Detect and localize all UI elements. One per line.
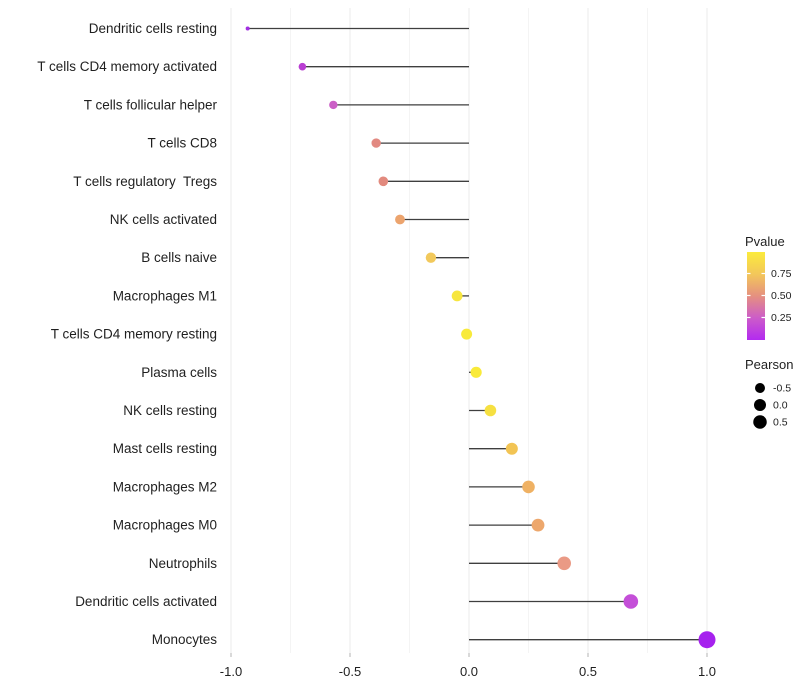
legend-size-dot: [755, 383, 765, 393]
data-point: [522, 480, 535, 494]
data-point: [461, 328, 473, 340]
data-point: [329, 100, 338, 110]
y-axis-label: Neutrophils: [149, 556, 218, 571]
y-axis-label: T cells CD8: [147, 136, 217, 151]
y-axis-label: NK cells resting: [123, 403, 217, 418]
legend-size-dot: [753, 415, 767, 429]
y-axis-label: T cells follicular helper: [84, 97, 218, 112]
data-point: [245, 26, 250, 31]
data-point: [505, 442, 518, 455]
legend-size-dot: [754, 399, 766, 411]
y-axis-label: Monocytes: [152, 632, 218, 647]
y-axis-label: Plasma cells: [141, 365, 217, 380]
y-axis-label: Dendritic cells resting: [89, 21, 217, 36]
legend-pvalue-tick-label: 0.75: [771, 268, 792, 280]
data-point: [298, 62, 307, 71]
data-point: [484, 404, 497, 417]
y-axis-label: T cells CD4 memory activated: [37, 59, 217, 74]
data-point: [378, 176, 389, 187]
x-axis-tick-label: -0.5: [339, 664, 361, 679]
y-axis-label: T cells CD4 memory resting: [51, 327, 217, 342]
data-point: [698, 631, 716, 649]
y-axis-label: B cells naive: [141, 250, 217, 265]
y-axis-label: Dendritic cells activated: [75, 594, 217, 609]
legend-pvalue-tick-label: 0.25: [771, 312, 792, 324]
y-axis-label: NK cells activated: [110, 212, 217, 227]
legend-pvalue-tick-label: 0.50: [771, 290, 792, 302]
y-axis-label: Macrophages M0: [113, 518, 217, 533]
legend-pvalue-title: Pvalue: [745, 234, 785, 249]
x-axis-tick-label: -1.0: [220, 664, 242, 679]
data-point: [557, 556, 571, 571]
legend-gradient-bar: [747, 252, 765, 340]
data-point: [623, 594, 639, 609]
y-axis-label: T cells regulatory Tregs: [73, 174, 217, 189]
x-axis-tick-label: 0.5: [579, 664, 597, 679]
data-point: [470, 366, 482, 378]
legend-pearson-size-label: -0.5: [773, 383, 791, 395]
x-axis-tick-label: 0.0: [460, 664, 478, 679]
data-point: [531, 518, 545, 532]
y-axis-label: Mast cells resting: [113, 441, 217, 456]
x-axis-tick-label: 1.0: [698, 664, 716, 679]
legend-pearson-size-label: 0.0: [773, 400, 788, 412]
data-point: [395, 214, 405, 225]
legend-pearson-title: Pearson: [745, 357, 793, 372]
data-point: [451, 290, 463, 302]
y-axis-label: Macrophages M2: [113, 479, 217, 494]
y-axis-label: Macrophages M1: [113, 288, 217, 303]
data-point: [425, 252, 437, 263]
data-point: [371, 138, 381, 148]
legend-pearson-size-label: 0.5: [773, 417, 788, 429]
